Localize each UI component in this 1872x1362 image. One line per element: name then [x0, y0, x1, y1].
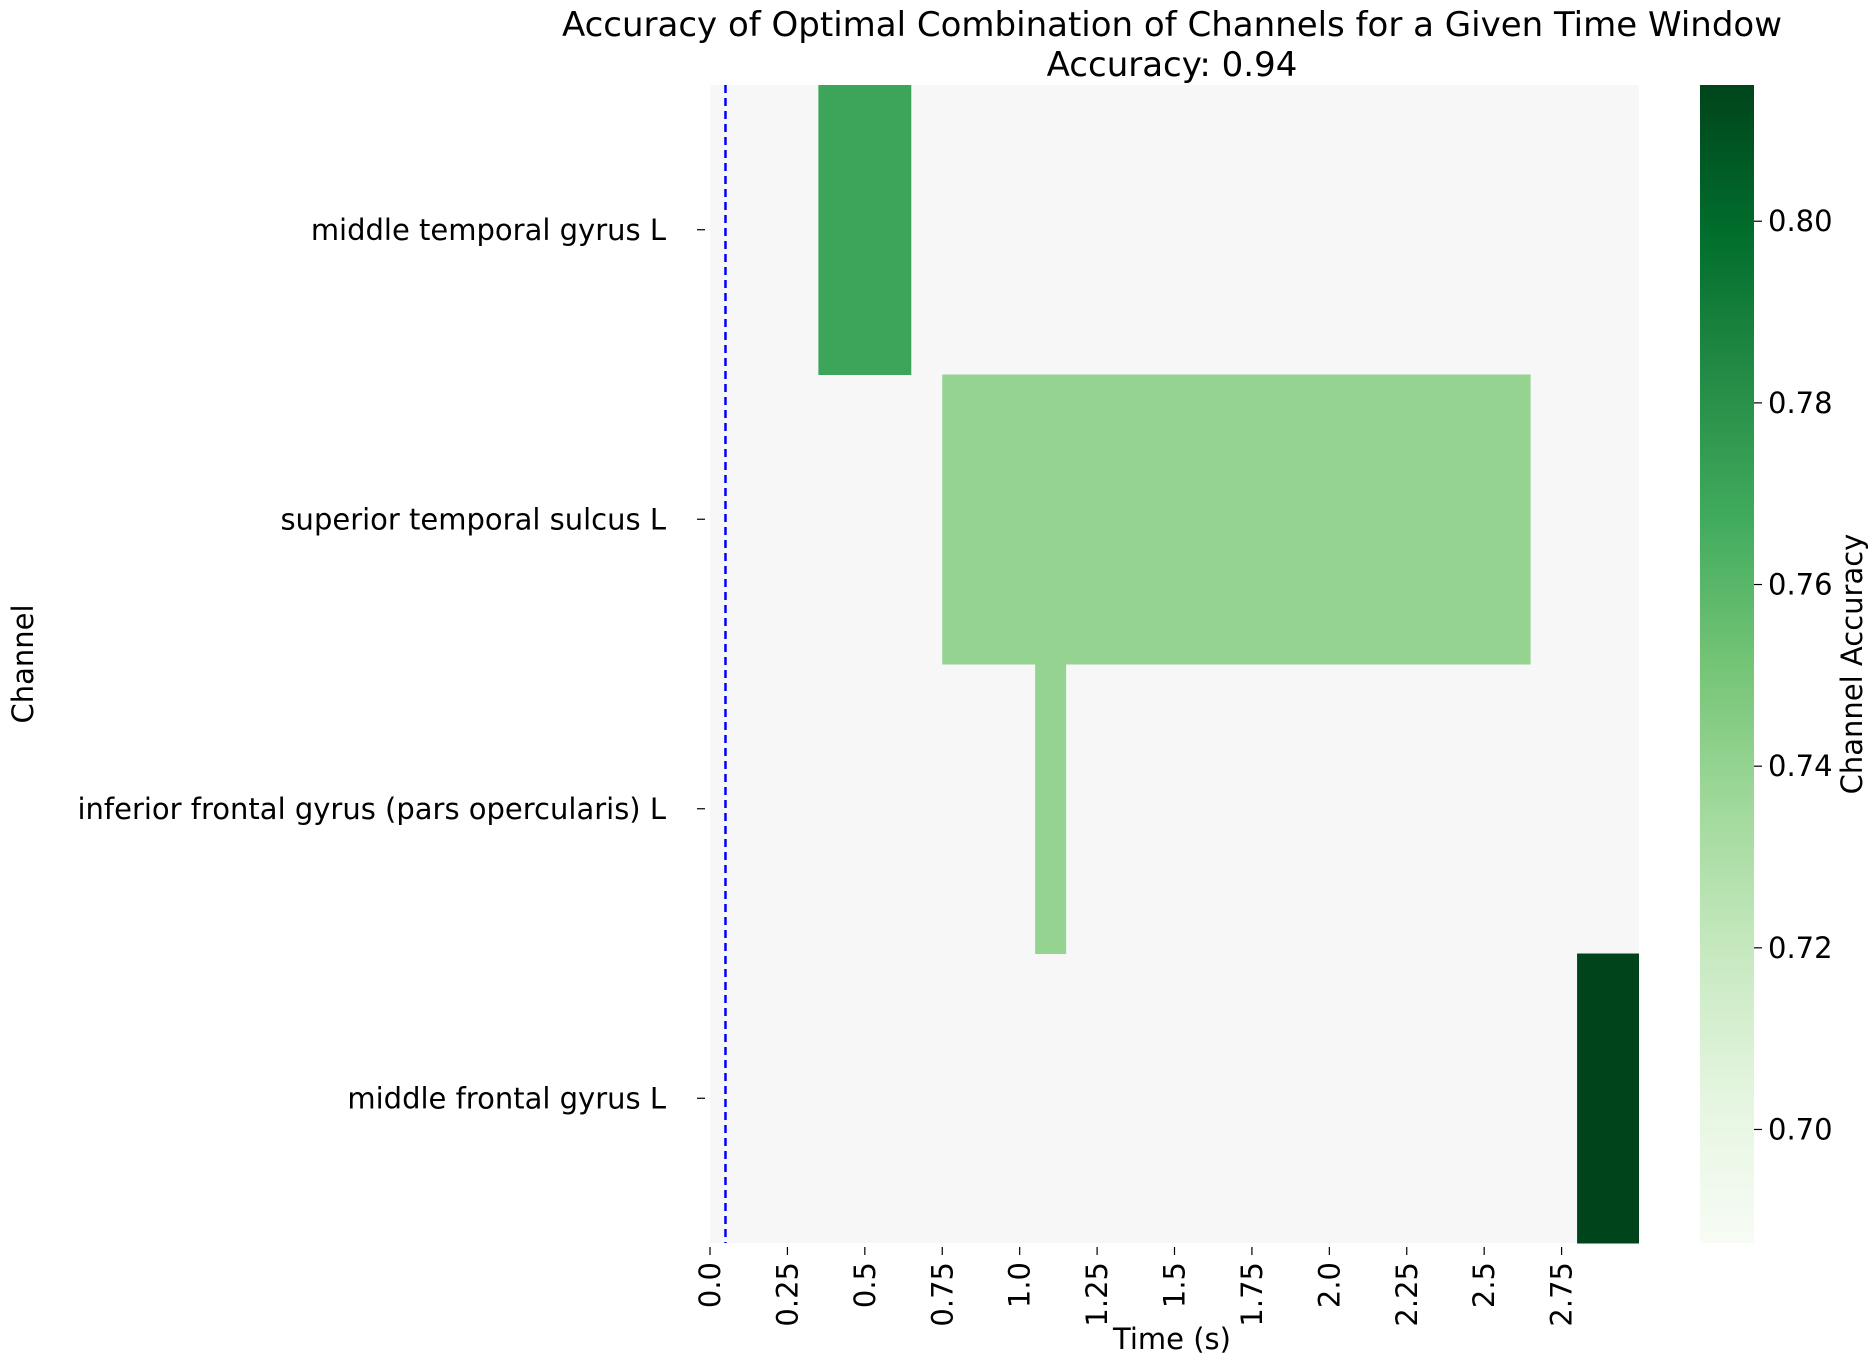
- x-tick-label: 1.25: [1080, 1262, 1114, 1327]
- x-axis-label: Time (s): [1112, 1322, 1231, 1356]
- colorbar: [1700, 85, 1754, 1243]
- y-tick-label: inferior frontal gyrus (pars opercularis…: [77, 792, 666, 826]
- x-tick-label: 2.5: [1467, 1262, 1501, 1308]
- colorbar-ticks: 0.70 0.72 0.74 0.76 0.78 0.80: [1754, 204, 1833, 1146]
- heatmap-cell: [1577, 953, 1639, 1244]
- x-tick-label: 1.5: [1158, 1262, 1192, 1308]
- x-tick-label: 0.0: [693, 1262, 727, 1308]
- x-tick-label: 2.0: [1312, 1262, 1346, 1308]
- heatmap-cell: [818, 85, 912, 375]
- y-tick-label: middle temporal gyrus L: [311, 213, 666, 247]
- y-axis-label: Channel: [6, 604, 40, 723]
- colorbar-tick-label: 0.80: [1768, 204, 1833, 238]
- x-tick-label: 0.5: [848, 1262, 882, 1308]
- x-tick-label: 2.25: [1390, 1262, 1424, 1327]
- y-axis-ticks: middle temporal gyrus L superior temporal…: [77, 213, 705, 1115]
- x-tick-label: 2.75: [1545, 1262, 1579, 1327]
- x-tick-label: 0.75: [925, 1262, 959, 1327]
- heatmap-cell: [1035, 664, 1067, 954]
- heatmap-cell: [942, 374, 1531, 665]
- colorbar-label: Channel Accuracy: [1835, 534, 1869, 795]
- chart-subtitle: Accuracy: 0.94: [1047, 45, 1298, 85]
- y-tick-label: middle frontal gyrus L: [347, 1081, 666, 1115]
- colorbar-tick-label: 0.74: [1768, 749, 1833, 783]
- chart-title: Accuracy of Optimal Combination of Chann…: [562, 5, 1782, 45]
- x-tick-label: 1.0: [1003, 1262, 1037, 1308]
- colorbar-tick-label: 0.72: [1768, 931, 1833, 965]
- y-tick-label: superior temporal sulcus L: [280, 502, 666, 536]
- colorbar-tick-label: 0.78: [1768, 386, 1833, 420]
- x-axis-ticks: 0.0 0.25 0.5 0.75 1.0 1.25 1.5 1.75 2.0 2.25 2.5 2.…: [693, 1247, 1579, 1327]
- colorbar-tick-label: 0.70: [1768, 1112, 1833, 1146]
- colorbar-tick-label: 0.76: [1768, 568, 1833, 602]
- x-tick-label: 1.75: [1235, 1262, 1269, 1327]
- heatmap-cells: [818, 85, 1639, 1244]
- x-tick-label: 0.25: [770, 1262, 804, 1327]
